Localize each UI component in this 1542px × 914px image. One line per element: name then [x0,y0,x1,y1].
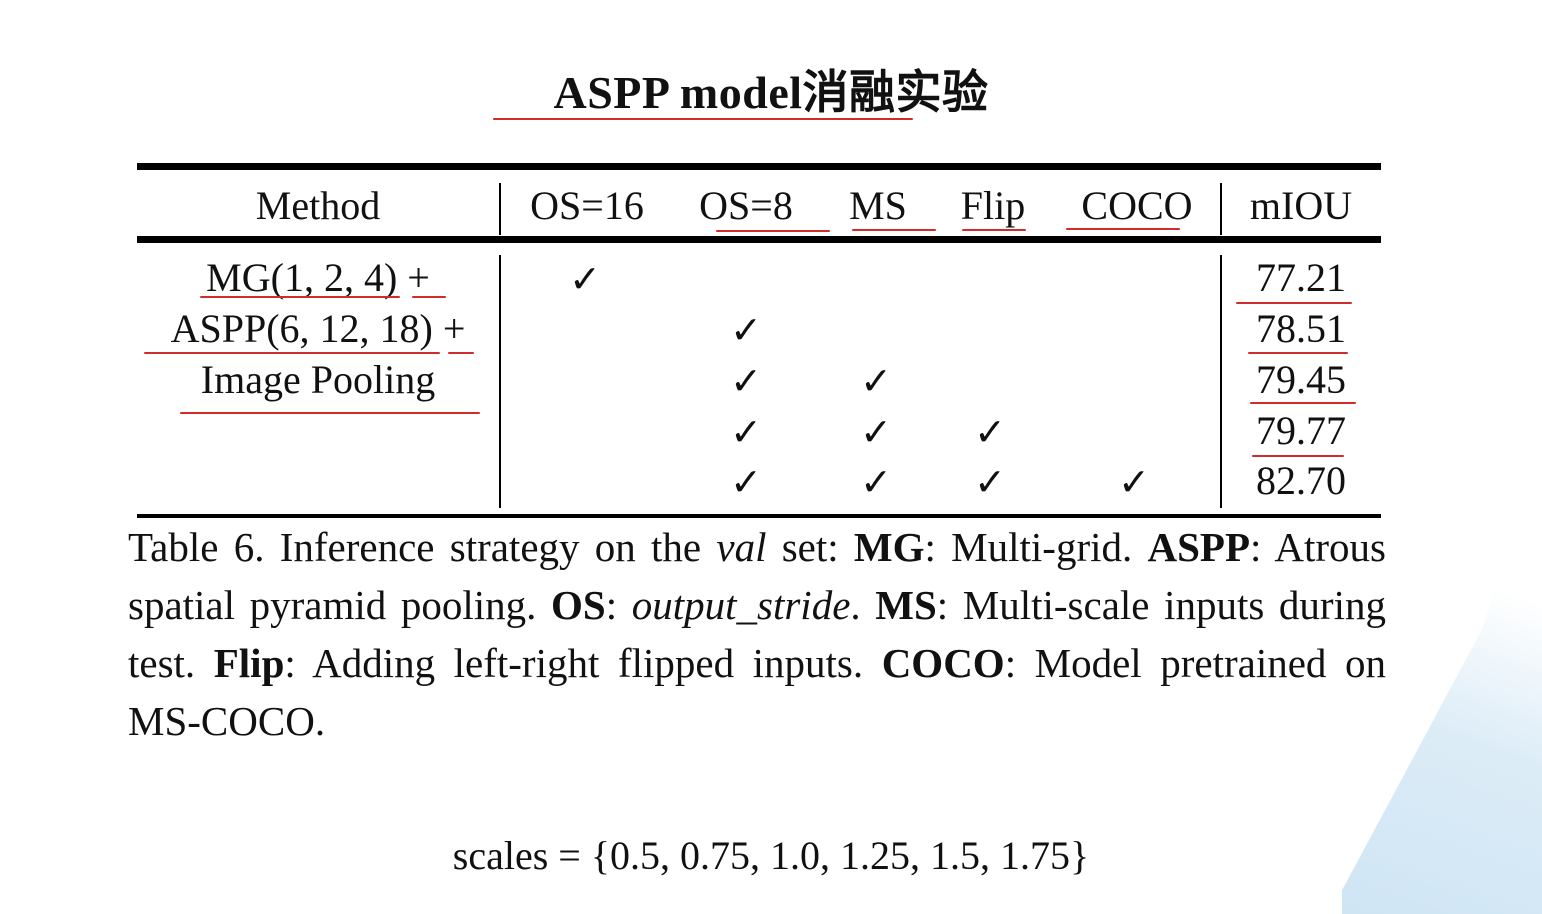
check-flip: ✓ [974,460,1006,504]
check-os16: ✓ [569,257,601,301]
annotation-underline [1236,302,1352,304]
slide-title: ASPP model消融实验 [553,67,989,118]
miou-value: 77.21 [1256,255,1346,300]
caption-output-stride: output_stride [631,582,851,628]
caption-text: : Adding left-right flipped inputs. [284,640,882,686]
caption-text: : Model pretrained on MS-COCO. [128,640,1386,744]
miou-value: 79.45 [1256,357,1346,402]
table-divider [499,183,501,235]
annotation-underline [180,412,480,414]
table-divider [499,255,501,508]
caption-term-os: OS [551,582,606,628]
annotation-underline [852,229,936,231]
caption-text: . [850,582,876,628]
caption-text: : Atrous spatial pyramid pooling. [128,524,1386,628]
annotation-underline [1248,352,1348,354]
header-os16: OS=16 [530,183,644,228]
header-ms: MS [849,183,907,228]
caption-text: set: [766,524,854,570]
annotation-underline [962,229,1026,231]
caption-text: Table 6. Inference strategy on the [128,524,717,570]
table-caption: Table 6. Inference strategy on the val s… [128,518,1386,750]
check-os8: ✓ [730,410,762,454]
check-os8: ✓ [730,308,762,352]
caption-term-mg: MG [853,524,925,570]
scales-formula: scales = {0.5, 0.75, 1.0, 1.25, 1.5, 1.7… [452,833,1090,878]
check-ms: ✓ [860,359,892,403]
caption-text: : Multi-grid. [924,524,1148,570]
header-miou: mIOU [1249,183,1353,228]
caption-text: : Multi-scale inputs during test. [128,582,1386,686]
header-flip: Flip [960,183,1026,228]
check-os8: ✓ [730,460,762,504]
miou-value: 79.77 [1256,408,1346,453]
annotation-underline [1252,455,1344,457]
header-coco: COCO [1081,183,1193,228]
caption-val: val [716,524,767,570]
check-flip: ✓ [974,410,1006,454]
method-line-3: Image Pooling [200,357,436,402]
caption-term-aspp: ASPP [1147,524,1251,570]
table-bottom-rule [137,514,1381,518]
table-header-rule [137,236,1381,243]
miou-value: 78.51 [1256,306,1346,351]
miou-value: 82.70 [1256,458,1346,503]
caption-term-flip: Flip [213,640,285,686]
annotation-underline [448,352,474,354]
caption-term-ms: MS [875,582,937,628]
annotation-underline [200,296,400,298]
table-divider [1220,183,1222,235]
title-annotation-underline [493,118,913,120]
check-os8: ✓ [730,359,762,403]
annotation-underline [144,352,440,354]
caption-term-coco: COCO [881,640,1005,686]
table-top-rule [137,163,1381,170]
check-ms: ✓ [860,460,892,504]
annotation-underline [716,230,830,232]
method-line-2: ASPP(6, 12, 18) + [170,306,466,351]
annotation-underline [412,296,446,298]
check-ms: ✓ [860,410,892,454]
header-os8: OS=8 [699,183,793,228]
annotation-underline [1066,228,1180,230]
header-method: Method [255,183,381,228]
check-coco: ✓ [1118,460,1150,504]
annotation-underline [1250,402,1356,404]
table-divider [1220,255,1222,508]
caption-text: : [605,582,632,628]
method-line-1: MG(1, 2, 4) + [206,255,430,300]
